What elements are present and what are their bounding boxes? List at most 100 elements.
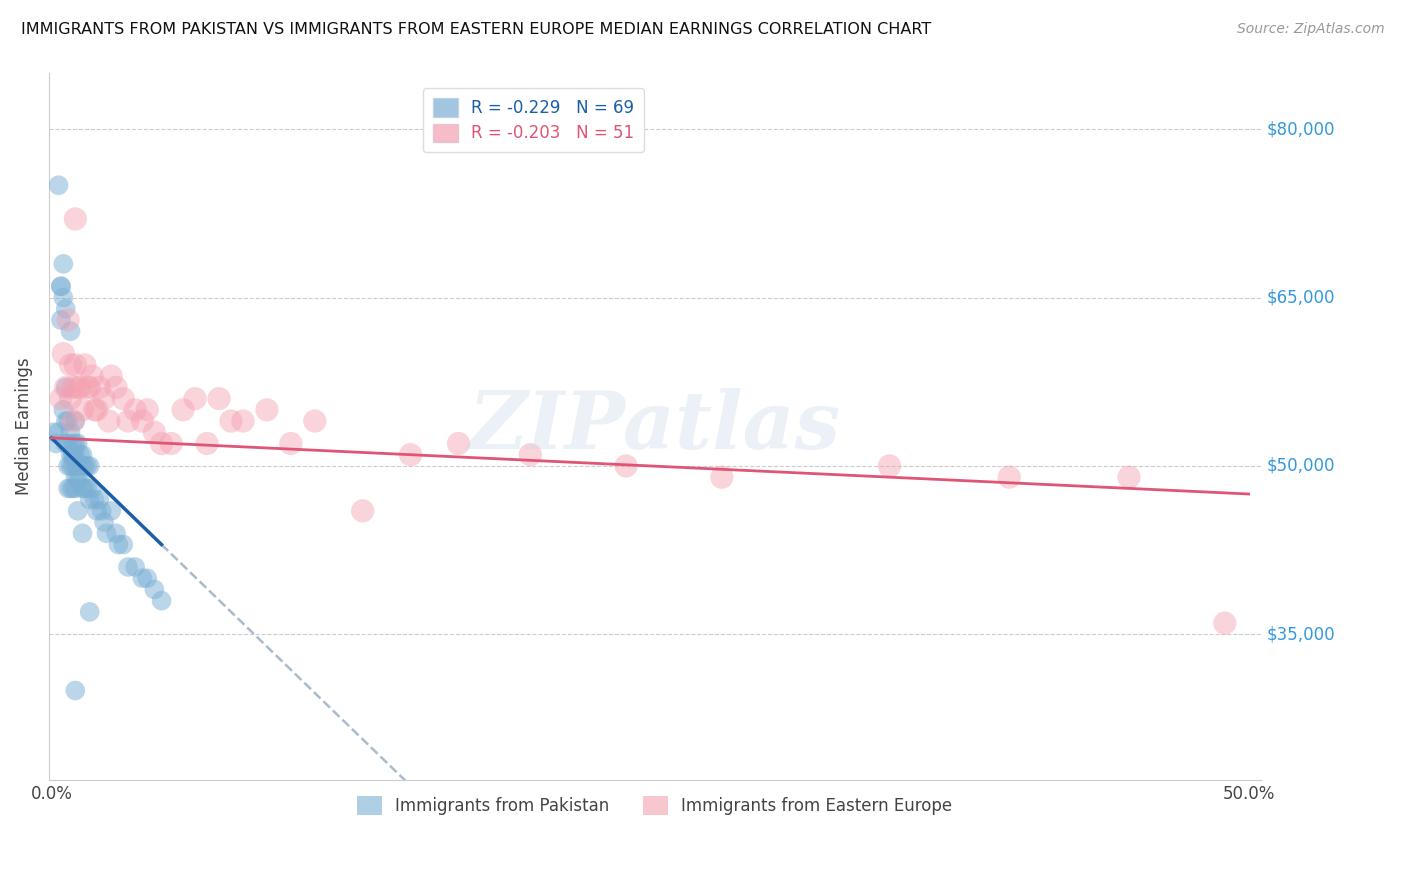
Point [89, 380, 111, 394]
Point [710, 470, 733, 484]
Point [73, 358, 96, 372]
Point [97, 414, 120, 428]
Point [80, 369, 103, 384]
Text: $65,000: $65,000 [1267, 288, 1336, 307]
Point [59, 358, 82, 372]
Point [59, 448, 82, 462]
Point [49, 313, 72, 327]
Point [55, 301, 77, 316]
Point [150, 436, 173, 450]
Text: $80,000: $80,000 [1267, 120, 1336, 138]
Point [65, 358, 87, 372]
Point [62, 436, 84, 450]
Point [73, 482, 96, 496]
Point [49, 392, 72, 406]
Point [83, 492, 105, 507]
Point [86, 504, 108, 518]
Point [1213, 616, 1236, 631]
Point [72, 458, 94, 473]
Point [112, 537, 135, 551]
Point [65, 470, 87, 484]
Point [56, 458, 79, 473]
Point [73, 458, 96, 473]
Point [55, 380, 77, 394]
Text: Source: ZipAtlas.com: Source: ZipAtlas.com [1237, 22, 1385, 37]
Point [107, 537, 129, 551]
Point [65, 436, 87, 450]
Point [89, 492, 111, 507]
Point [399, 448, 422, 462]
Point [105, 526, 128, 541]
Point [56, 313, 79, 327]
Point [232, 414, 254, 428]
Point [117, 560, 139, 574]
Point [150, 593, 173, 607]
Point [48, 425, 70, 440]
Point [42, 425, 65, 440]
Point [65, 211, 87, 226]
Point [76, 380, 98, 394]
Point [65, 482, 87, 496]
Point [879, 458, 901, 473]
Point [79, 492, 101, 507]
Point [69, 448, 91, 462]
Point [195, 436, 218, 450]
Point [62, 482, 84, 496]
Point [65, 448, 87, 462]
Point [52, 291, 75, 305]
Point [100, 504, 122, 518]
Point [62, 448, 84, 462]
Point [69, 380, 91, 394]
Point [65, 683, 87, 698]
Point [80, 482, 103, 496]
Point [131, 571, 153, 585]
Point [172, 402, 194, 417]
Point [96, 526, 118, 541]
Point [65, 414, 87, 428]
Point [72, 402, 94, 417]
Point [1118, 470, 1140, 484]
Point [86, 402, 108, 417]
Point [72, 482, 94, 496]
Point [124, 402, 146, 417]
Point [998, 470, 1021, 484]
Point [56, 436, 79, 450]
Text: $35,000: $35,000 [1267, 625, 1336, 643]
Point [55, 380, 77, 394]
Point [112, 392, 135, 406]
Point [83, 402, 105, 417]
Point [131, 414, 153, 428]
Text: $50,000: $50,000 [1267, 457, 1336, 475]
Point [62, 448, 84, 462]
Point [105, 380, 128, 394]
Point [124, 560, 146, 574]
Point [100, 369, 122, 384]
Text: ZIPatlas: ZIPatlas [468, 388, 841, 466]
Point [55, 414, 77, 428]
Point [62, 380, 84, 394]
Point [256, 402, 278, 417]
Point [66, 504, 89, 518]
Point [79, 380, 101, 394]
Point [136, 571, 159, 585]
Point [52, 257, 75, 271]
Point [93, 515, 115, 529]
Text: IMMIGRANTS FROM PAKISTAN VS IMMIGRANTS FROM EASTERN EUROPE MEDIAN EARNINGS CORRE: IMMIGRANTS FROM PAKISTAN VS IMMIGRANTS F… [21, 22, 931, 37]
Legend: Immigrants from Pakistan, Immigrants from Eastern Europe: Immigrants from Pakistan, Immigrants fro… [347, 787, 963, 825]
Y-axis label: Median Earnings: Median Earnings [15, 358, 32, 495]
Point [143, 425, 166, 440]
Point [219, 414, 242, 428]
Point [52, 402, 75, 417]
Point [62, 458, 84, 473]
Point [184, 392, 207, 406]
Point [280, 436, 302, 450]
Point [79, 605, 101, 619]
Point [59, 392, 82, 406]
Point [49, 279, 72, 293]
Point [614, 458, 637, 473]
Point [66, 436, 89, 450]
Point [72, 526, 94, 541]
Point [519, 448, 541, 462]
Point [143, 582, 166, 597]
Point [48, 178, 70, 193]
